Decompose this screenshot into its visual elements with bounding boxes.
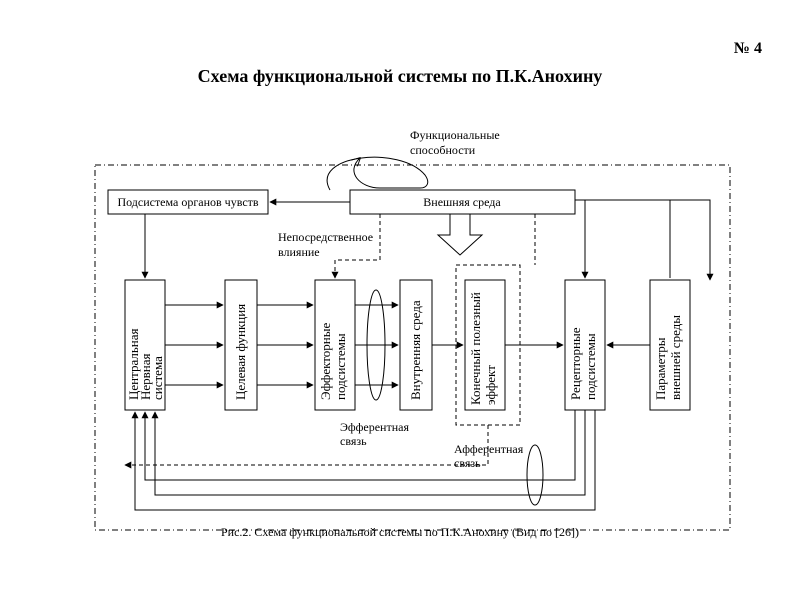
use-l2: эффект <box>483 365 498 405</box>
label-aff1: Афферентная <box>454 442 523 456</box>
env-label: Внешняя среда <box>423 195 501 209</box>
fb-dash <box>125 425 488 465</box>
par-l2: внешней среды <box>668 315 683 400</box>
label-aff2: связь <box>454 456 481 470</box>
diagram-svg: Подсистема органов чувств Внешняя среда … <box>0 0 800 600</box>
target-l: Целевая функция <box>233 304 248 400</box>
dash-direct <box>335 214 380 278</box>
label-func1: Функциональные <box>410 128 500 142</box>
eff-l1: Эффекторные <box>318 323 333 400</box>
a-env-right <box>575 200 710 280</box>
rec-l1: Рецепторные <box>568 327 583 400</box>
int-l: Внутренняя среда <box>408 300 423 400</box>
use-l1: Конечный полезный <box>468 292 483 405</box>
curve-func <box>327 157 428 190</box>
label-direct2: влияние <box>278 245 320 259</box>
sensory-label: Подсистема органов чувств <box>117 195 258 209</box>
big-down-arrow <box>438 214 482 255</box>
label-func2: способности <box>410 143 475 157</box>
rec-l2: подсистемы <box>583 333 598 400</box>
cns-l3: система <box>150 356 165 400</box>
eff-l2: подсистемы <box>333 333 348 400</box>
afferent-ellipse <box>527 445 543 505</box>
label-eff1: Эфферентная <box>340 420 409 434</box>
caption: Рис.2. Схема функциональной системы по П… <box>0 525 800 540</box>
label-direct1: Непосредственное <box>278 230 373 244</box>
par-l1: Параметры <box>653 337 668 400</box>
label-eff2: связь <box>340 434 367 448</box>
